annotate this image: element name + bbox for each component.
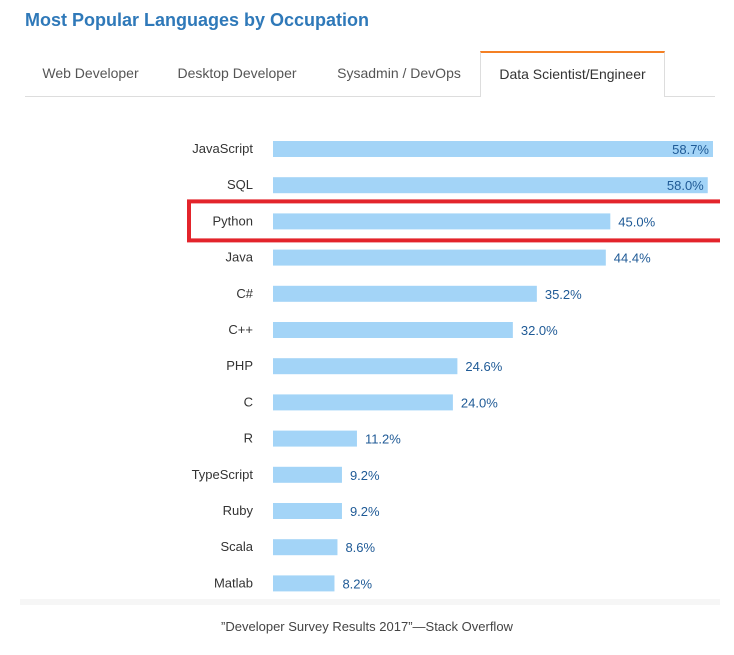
value-label-csharp: 35.2% bbox=[545, 287, 582, 302]
category-label-c: C bbox=[244, 394, 253, 409]
category-label-ruby: Ruby bbox=[223, 503, 254, 518]
occupation-tabs: Web Developer Desktop Developer Sysadmin… bbox=[25, 51, 715, 97]
panel-bottom-edge bbox=[20, 599, 720, 605]
value-label-sql: 58.0% bbox=[667, 178, 704, 193]
value-label-scala: 8.6% bbox=[345, 540, 375, 555]
bar-python bbox=[273, 213, 611, 230]
highlight-box bbox=[187, 199, 720, 243]
bar-java bbox=[273, 249, 606, 266]
languages-bar-chart: JavaScript 58.7% SQL 58.0% Python 45.0% Java 44… bbox=[187, 141, 720, 592]
tab-sysadmin-devops[interactable]: Sysadmin / DevOps bbox=[337, 65, 461, 81]
bar-matlab bbox=[273, 575, 335, 592]
value-label-cplusplus: 32.0% bbox=[521, 323, 558, 338]
category-label-javascript: JavaScript bbox=[192, 141, 253, 156]
bar-scala bbox=[273, 539, 338, 556]
value-label-javascript: 58.7% bbox=[672, 142, 709, 157]
category-label-scala: Scala bbox=[220, 539, 253, 554]
value-label-ruby: 9.2% bbox=[350, 504, 380, 519]
page-title: Most Popular Languages by Occupation bbox=[25, 10, 370, 30]
bar-r bbox=[273, 430, 357, 447]
category-label-matlab: Matlab bbox=[214, 575, 253, 590]
category-label-sql: SQL bbox=[227, 177, 253, 192]
bar-sql bbox=[273, 177, 708, 194]
bar-cplusplus bbox=[273, 322, 513, 338]
value-label-r: 11.2% bbox=[365, 432, 401, 447]
bar-javascript bbox=[273, 141, 713, 157]
value-label-c: 24.0% bbox=[461, 395, 498, 410]
bar-c bbox=[273, 394, 453, 411]
bar-typescript bbox=[273, 466, 342, 483]
category-label-csharp: C# bbox=[236, 286, 253, 301]
value-label-php: 24.6% bbox=[465, 359, 502, 374]
bar-ruby bbox=[273, 503, 342, 519]
tab-desktop-developer[interactable]: Desktop Developer bbox=[177, 65, 297, 81]
category-label-cplusplus: C++ bbox=[228, 322, 253, 337]
value-label-typescript: 9.2% bbox=[350, 468, 380, 483]
bar-php bbox=[273, 358, 458, 375]
value-label-java: 44.4% bbox=[614, 251, 651, 266]
value-label-matlab: 8.2% bbox=[342, 576, 372, 591]
category-label-php: PHP bbox=[226, 358, 253, 373]
bar-csharp bbox=[273, 285, 537, 302]
chart-panel: JavaScript 58.7% SQL 58.0% Python 45.0% Java 44… bbox=[20, 97, 720, 605]
tab-data-scientist-engineer[interactable]: Data Scientist/Engineer bbox=[480, 51, 665, 97]
value-label-python: 45.0% bbox=[618, 214, 655, 229]
tab-web-developer[interactable]: Web Developer bbox=[42, 65, 139, 81]
category-label-r: R bbox=[244, 431, 253, 446]
category-label-typescript: TypeScript bbox=[192, 467, 254, 482]
category-label-python: Python bbox=[213, 213, 253, 228]
category-label-java: Java bbox=[226, 250, 254, 265]
source-caption: ”Developer Survey Results 2017”—Stack Ov… bbox=[221, 619, 513, 634]
